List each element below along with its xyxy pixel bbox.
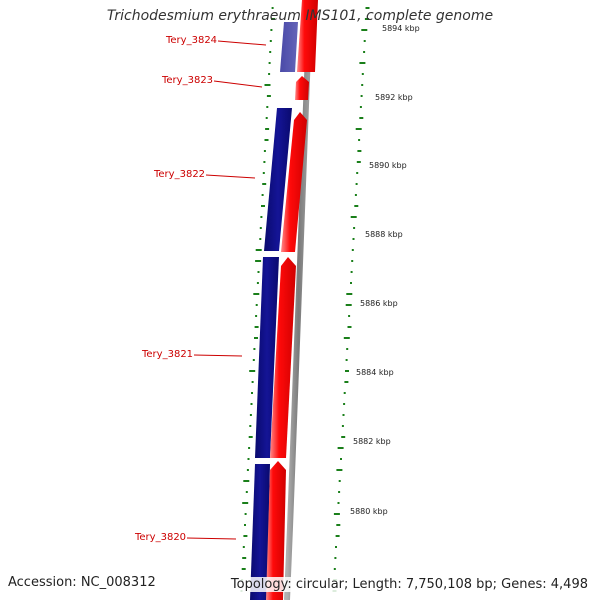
genome-stats-label: Topology: circular; Length: 7,750,108 bp… — [228, 577, 590, 592]
gene-arrow-tery-3822[interactable] — [281, 112, 307, 252]
gene-label-tery-3820[interactable]: Tery_3820 — [134, 532, 186, 543]
tick-label-5882: 5882 kbp — [353, 437, 391, 446]
tick-label-5880: 5880 kbp — [350, 507, 388, 516]
gene-arrow-tery-3824[interactable] — [297, 0, 318, 72]
gene-label-leader — [217, 40, 267, 46]
gc-content-outer-track — [332, 7, 370, 592]
gene-segment-tery-3824[interactable] — [280, 22, 298, 72]
forward-strand-track — [266, 0, 318, 600]
gc-content-inner-track — [240, 7, 275, 592]
gene-label-leader — [193, 354, 243, 357]
scale-ticks: 5894 kbp 5892 kbp 5890 kbp 5888 kbp 5886… — [350, 24, 420, 516]
gene-labels: Tery_3824 Tery_3823 Tery_3822 Tery_3821 … — [134, 35, 267, 543]
gene-label-tery-3822[interactable]: Tery_3822 — [153, 169, 205, 180]
map-title: Trichodesmium erythraeum IMS101, complet… — [106, 8, 494, 24]
gene-arrow-tery-3823[interactable] — [295, 76, 309, 100]
tick-label-5884: 5884 kbp — [356, 368, 394, 377]
gene-label-tery-3823[interactable]: Tery_3823 — [161, 75, 213, 86]
tick-label-5890: 5890 kbp — [369, 161, 407, 170]
tick-label-5886: 5886 kbp — [360, 299, 398, 308]
gene-segment-tery-3821[interactable] — [255, 257, 279, 458]
gene-label-tery-3824[interactable]: Tery_3824 — [165, 35, 217, 46]
tick-label-5894: 5894 kbp — [382, 24, 420, 33]
gene-label-leader — [186, 537, 237, 540]
gene-arrow-tery-3820[interactable] — [266, 461, 286, 600]
tick-label-5888: 5888 kbp — [365, 230, 403, 239]
gene-label-tery-3821[interactable]: Tery_3821 — [141, 349, 193, 360]
gene-label-leader — [213, 80, 263, 88]
gene-arrow-tery-3821[interactable] — [270, 257, 296, 458]
reverse-strand-track — [250, 22, 298, 600]
gene-segment-tery-3822[interactable] — [264, 108, 292, 251]
gene-segment-tery-3820[interactable] — [250, 464, 270, 600]
accession-label: Accession: NC_008312 — [8, 575, 156, 590]
gene-label-leader — [205, 174, 256, 179]
tick-label-5892: 5892 kbp — [375, 93, 413, 102]
